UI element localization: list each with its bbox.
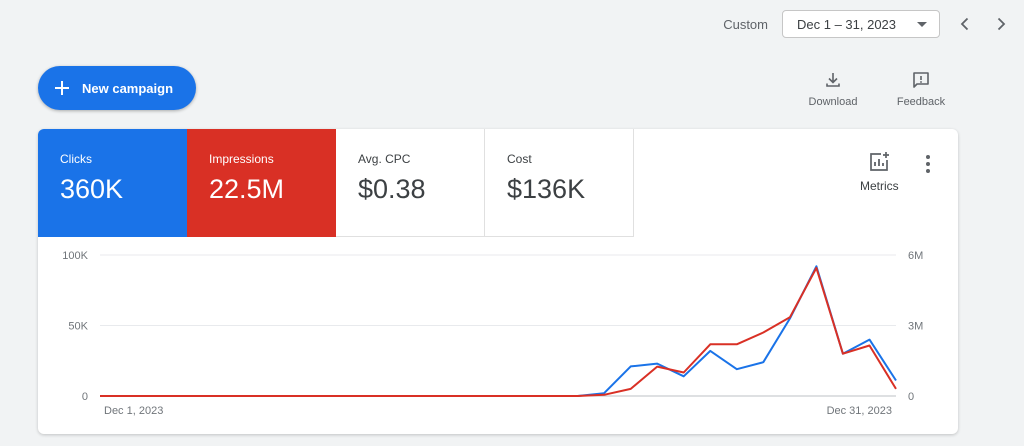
download-label: Download [808, 96, 858, 108]
performance-chart: 100K 6M 50K 3M 0 0 Dec 1, 2023 Dec 31, 2023 [62, 250, 923, 417]
metric-value: $136K [507, 174, 586, 204]
date-range-value: Dec 1 – 31, 2023 [797, 16, 897, 32]
date-range-label: Custom [723, 16, 768, 32]
metric-label: Avg. CPC [358, 152, 411, 166]
series-line-impressions [100, 266, 897, 397]
metric-label: Cost [507, 152, 532, 166]
new-campaign-label: New campaign [82, 80, 174, 96]
feedback-button[interactable]: Feedback [893, 70, 949, 108]
new-campaign-button[interactable]: New campaign [38, 66, 196, 110]
more-vert-icon[interactable] [920, 153, 936, 175]
metric-tile-cost[interactable]: Cost $136K [485, 129, 634, 237]
plus-icon [55, 81, 69, 95]
date-range-controls: Custom Dec 1 – 31, 2023 [723, 10, 1012, 38]
y-right-tick-label: 0 [908, 391, 914, 403]
series-line-clicks [100, 265, 897, 397]
date-range-select[interactable]: Dec 1 – 31, 2023 [782, 10, 940, 38]
x-tick-label: Dec 31, 2023 [827, 405, 892, 417]
metric-tile-impressions[interactable]: Impressions 22.5M [187, 129, 336, 237]
next-period-button[interactable] [990, 10, 1012, 38]
chevron-left-icon [960, 17, 969, 31]
caret-down-icon [917, 21, 927, 27]
performance-card: Clicks 360K Impressions 22.5M Avg. CPC $… [38, 129, 958, 434]
download-icon [826, 73, 840, 87]
y-left-tick-label: 0 [82, 391, 88, 403]
metric-value: $0.38 [358, 174, 426, 204]
metric-tile-avg-cpc[interactable]: Avg. CPC $0.38 [336, 129, 485, 237]
previous-period-button[interactable] [954, 10, 976, 38]
metric-label: Impressions [209, 152, 274, 166]
feedback-icon [913, 72, 929, 88]
metric-label: Clicks [60, 152, 92, 166]
metrics-button-label: Metrics [860, 179, 899, 193]
y-right-tick-label: 3M [908, 321, 923, 333]
feedback-label: Feedback [896, 96, 946, 108]
download-button[interactable]: Download [804, 70, 862, 108]
y-right-tick-label: 6M [908, 250, 923, 262]
add-chart-icon [870, 152, 890, 171]
metric-value: 360K [60, 174, 124, 204]
y-left-tick-label: 100K [62, 250, 88, 262]
metrics-button[interactable]: Metrics [860, 151, 899, 193]
y-left-tick-label: 50K [68, 321, 88, 333]
metric-tiles: Clicks 360K Impressions 22.5M Avg. CPC $… [38, 129, 634, 237]
chevron-right-icon [997, 17, 1006, 31]
x-tick-label: Dec 1, 2023 [104, 405, 163, 417]
metric-tile-clicks[interactable]: Clicks 360K [38, 129, 187, 237]
metric-value: 22.5M [209, 174, 285, 204]
